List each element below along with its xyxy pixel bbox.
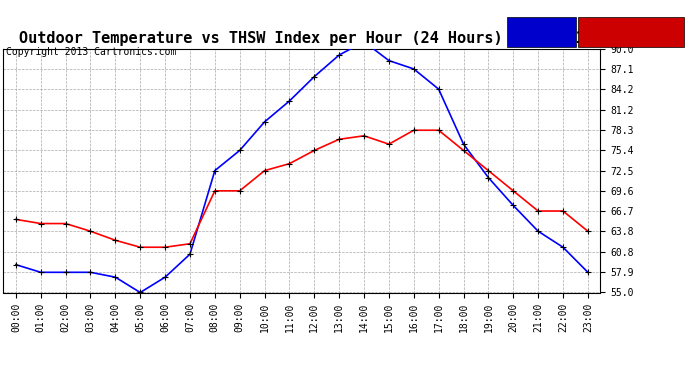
Text: Copyright 2013 Cartronics.com: Copyright 2013 Cartronics.com: [6, 47, 176, 57]
Title: Outdoor Temperature vs THSW Index per Hour (24 Hours) 20130701: Outdoor Temperature vs THSW Index per Ho…: [19, 31, 584, 46]
Text: Temperature  (°F): Temperature (°F): [581, 27, 681, 37]
Text: THSW  (°F): THSW (°F): [512, 27, 571, 37]
